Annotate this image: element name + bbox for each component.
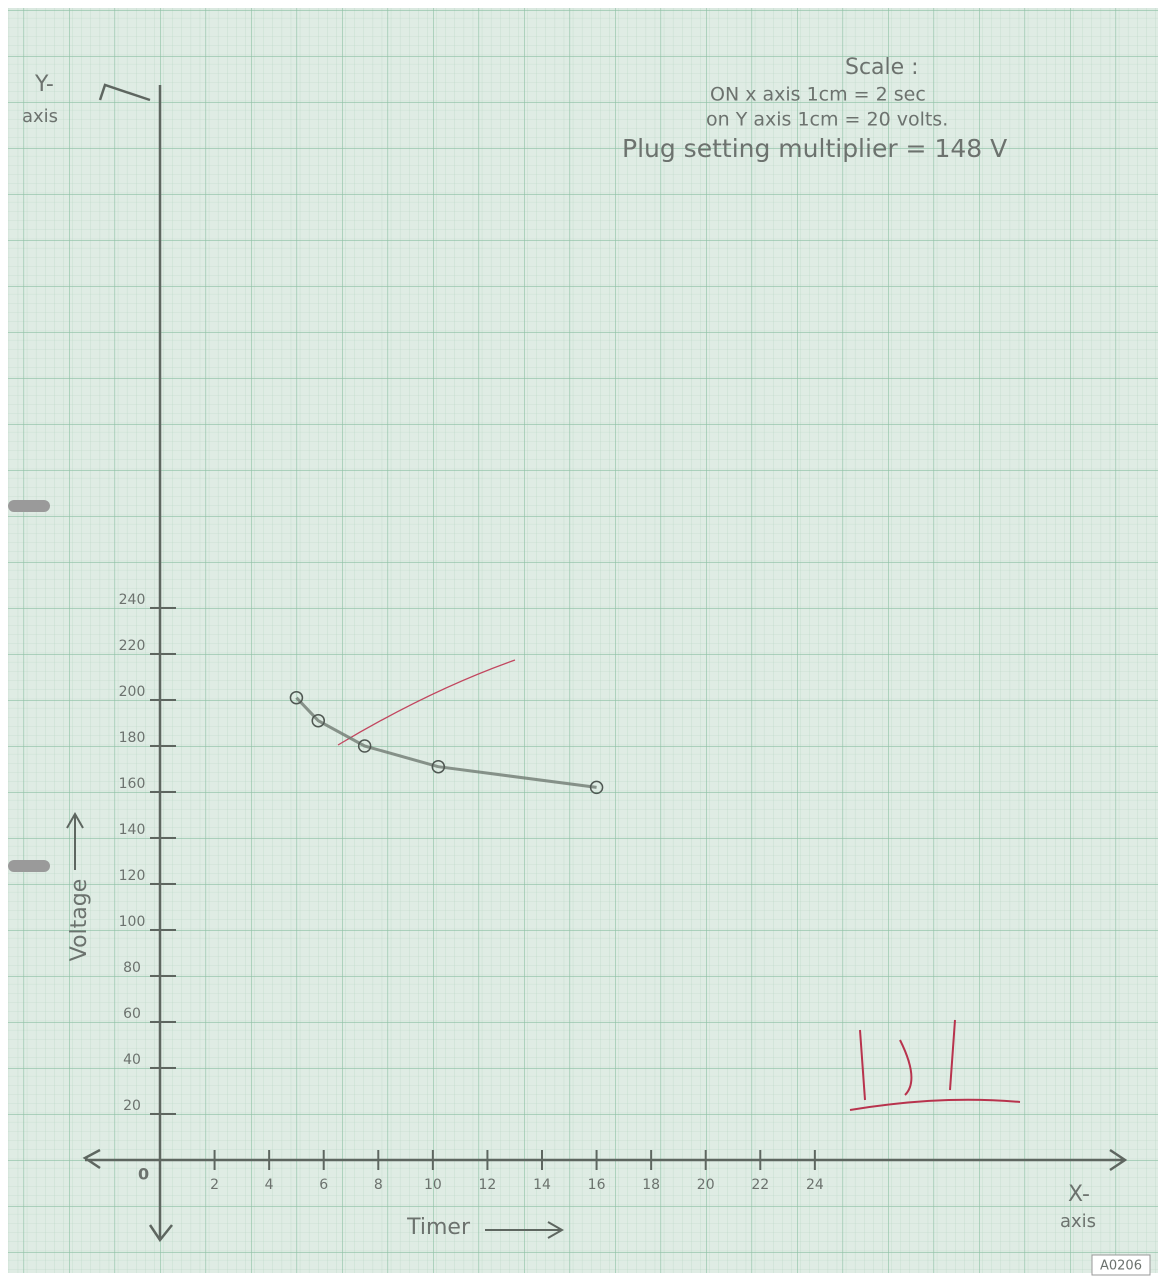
y-tick-label: 240	[119, 592, 146, 608]
x-axis-caption: axis	[1060, 1211, 1096, 1232]
y-axis-caption: axis	[22, 106, 58, 127]
y-tick-label: 200	[119, 684, 146, 700]
y-tick-label: 180	[119, 730, 146, 746]
x-tick-label: 10	[424, 1177, 442, 1193]
annotation: Plug setting multiplier = 148 V	[622, 134, 1007, 163]
x-tick-label: 22	[751, 1177, 769, 1193]
y-tick-label: 60	[123, 1006, 141, 1022]
x-tick-label: 2	[210, 1177, 219, 1193]
x-tick-label: 16	[588, 1177, 606, 1193]
x-tick-label: 18	[642, 1177, 660, 1193]
y-tick-label: 80	[123, 960, 141, 976]
sheet-code: A0206	[1100, 1259, 1142, 1274]
x-tick-label: 24	[806, 1177, 824, 1193]
y-tick-label: 120	[119, 868, 146, 884]
coarse-grid	[8, 8, 1158, 1273]
y-tick-label: 100	[119, 914, 146, 930]
x-tick-label: 8	[374, 1177, 383, 1193]
x-tick-label: 14	[533, 1177, 551, 1193]
x-tick-label: 12	[479, 1177, 497, 1193]
y-tick-label: 20	[123, 1098, 141, 1114]
x-tick-label: 4	[265, 1177, 274, 1193]
y-tick-label: 160	[119, 776, 146, 792]
x-axis-caption: X-	[1068, 1182, 1090, 1207]
y-axis-label: Voltage	[67, 879, 92, 962]
annotation: on Y axis 1cm = 20 volts.	[706, 109, 948, 131]
annotation: Scale :	[845, 55, 919, 80]
x-tick-label: 6	[319, 1177, 328, 1193]
y-axis-caption: Y-	[34, 72, 54, 97]
y-tick-label: 220	[119, 638, 146, 654]
origin-label: 0	[138, 1165, 149, 1184]
graph-sheet: Y- axis X- axis Scale : ON x axis 1cm = …	[0, 0, 1165, 1277]
y-tick-label: 140	[119, 822, 146, 838]
y-tick-label: 40	[123, 1052, 141, 1068]
x-tick-label: 20	[697, 1177, 715, 1193]
annotation: ON x axis 1cm = 2 sec	[710, 84, 926, 106]
x-axis-label: Timer	[406, 1215, 471, 1240]
